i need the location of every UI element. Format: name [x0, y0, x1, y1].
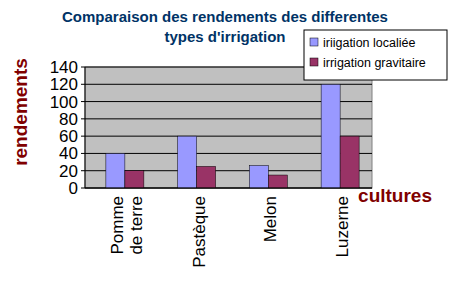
bars [106, 84, 359, 188]
bar [125, 171, 144, 188]
bar [178, 136, 197, 188]
legend-swatch [310, 58, 318, 66]
title-line: Comparaison des rendements des different… [62, 8, 388, 25]
category-label-line: Pastèque [190, 196, 209, 268]
x-axis-label: cultures [358, 185, 432, 206]
bar [268, 175, 287, 188]
tick-label: 80 [59, 110, 78, 129]
bar [321, 84, 340, 188]
tick-mark [81, 84, 85, 85]
tick-label: 120 [50, 75, 78, 94]
tick-label: 100 [50, 93, 78, 112]
category-label-line: Pomme [108, 196, 127, 255]
category-label: Melon [261, 196, 280, 242]
bar [249, 166, 268, 188]
legend: iriigation localiée irrigation gravitaire [304, 30, 447, 80]
legend-box [304, 30, 447, 80]
tick-label: 140 [50, 58, 78, 77]
tick-mark [81, 170, 85, 171]
bar [340, 136, 359, 188]
legend-label: iriigation localiée [323, 36, 415, 50]
background [0, 0, 452, 291]
plot-area [85, 67, 372, 188]
legend-label: irrigation gravitaire [323, 56, 426, 70]
legend-swatch [310, 38, 318, 46]
tick-label: 40 [59, 144, 78, 163]
y-axis [85, 67, 86, 188]
chart-root: 020406080100120140 Pommede terre Pastèque M… [0, 0, 452, 291]
x-axis [85, 188, 372, 189]
tick-label: 60 [59, 127, 78, 146]
tick-mark [81, 188, 85, 189]
category-label: Pommede terre [108, 196, 146, 255]
y-axis-label: rendements [10, 58, 31, 166]
chart: 020406080100120140 Pommede terre Pastèque M… [0, 0, 452, 291]
title-line: types d'irrigation [164, 28, 285, 45]
tick-label: 0 [69, 179, 78, 198]
bar [197, 166, 216, 188]
bar [106, 153, 125, 188]
tick-mark [81, 136, 85, 137]
tick-label: 20 [59, 162, 78, 181]
category-label: Pastèque [190, 196, 209, 268]
tick-mark [81, 67, 85, 68]
grid-line [85, 188, 372, 189]
category-label-line: de terre [127, 196, 146, 255]
tick-mark [81, 153, 85, 154]
tick-mark [81, 118, 85, 119]
tick-mark [81, 101, 85, 102]
category-label-line: Melon [261, 196, 280, 242]
category-label-line: Luzerne [333, 196, 352, 257]
category-label: Luzerne [333, 196, 352, 257]
